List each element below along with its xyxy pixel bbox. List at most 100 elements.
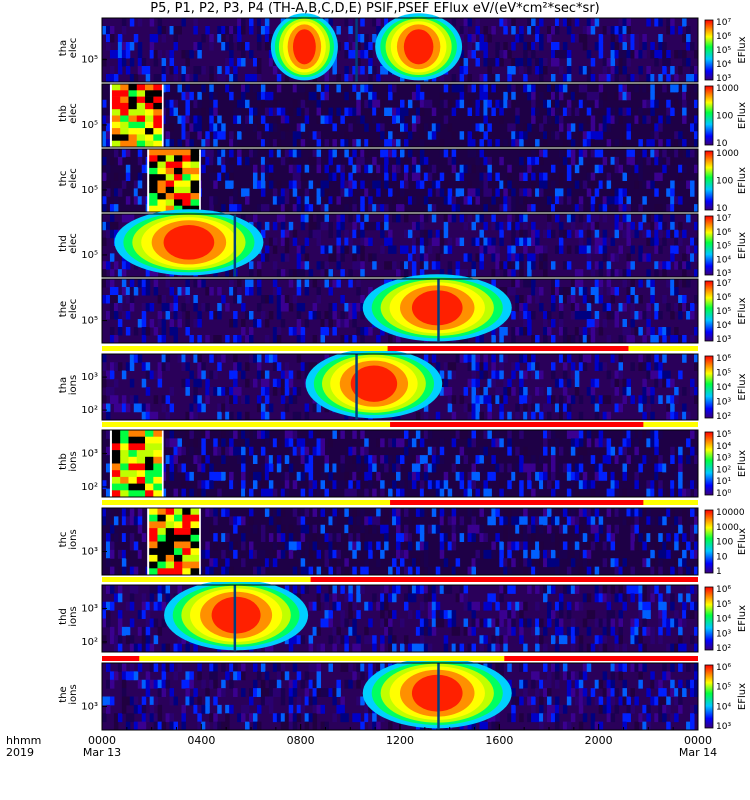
noise-cell (610, 541, 616, 551)
noise-cell (566, 26, 572, 35)
noise-cell (320, 188, 326, 197)
noise-cell (646, 430, 651, 439)
noise-cell (531, 18, 536, 27)
noise-cell (165, 279, 171, 288)
noise-cell (340, 455, 345, 464)
noise-cell (682, 139, 687, 148)
noise-cell (634, 516, 639, 526)
noise-cell (280, 549, 286, 559)
noise-cell (483, 84, 488, 93)
noise-cell (296, 287, 302, 296)
noise-cell (586, 107, 592, 116)
noise-cell (284, 387, 290, 396)
noise-cell (594, 378, 600, 388)
noise-cell (507, 18, 512, 27)
noise-cell (650, 488, 655, 498)
noise-cell (658, 480, 663, 490)
noise-cell (475, 18, 480, 27)
noise-cell (690, 480, 695, 490)
y-tick-label: 10⁵ (81, 185, 98, 196)
noise-cell (356, 287, 361, 296)
noise-cell (260, 164, 266, 174)
noise-cell (403, 446, 409, 456)
saturation-cell (136, 121, 146, 129)
noise-cell (495, 245, 500, 254)
noise-cell (495, 50, 500, 59)
noise-cell (507, 430, 512, 439)
noise-cell (256, 566, 262, 576)
noise-cell (574, 164, 580, 174)
colorbar-tick-label: 10⁵ (716, 242, 731, 252)
noise-cell (324, 549, 329, 559)
noise-cell (547, 558, 552, 568)
saturation-cell (145, 476, 154, 484)
noise-cell (328, 269, 333, 278)
noise-cell (682, 253, 687, 262)
noise-cell (205, 541, 210, 551)
noise-cell (658, 455, 663, 464)
noise-cell (102, 395, 107, 404)
noise-cell (209, 156, 214, 166)
noise-cell (229, 438, 234, 448)
noise-cell (650, 533, 655, 542)
noise-cell (352, 303, 357, 312)
noise-cell (205, 455, 210, 464)
noise-cell (237, 335, 242, 344)
noise-cell (113, 508, 119, 517)
noise-cell (598, 269, 604, 278)
noise-cell (288, 370, 294, 380)
noise-cell (459, 533, 465, 542)
noise-cell (296, 139, 302, 148)
noise-cell (272, 139, 278, 148)
noise-cell (272, 508, 278, 517)
noise-cell (380, 123, 385, 132)
noise-cell (554, 558, 560, 568)
noise-cell (372, 18, 377, 27)
noise-cell (105, 311, 111, 320)
saturation-cell (182, 199, 191, 206)
noise-cell (654, 245, 659, 254)
noise-cell (491, 455, 496, 464)
noise-cell (149, 34, 155, 43)
noise-cell (117, 362, 123, 371)
noise-cell (566, 164, 572, 174)
noise-cell (630, 149, 635, 158)
noise-cell (352, 139, 357, 148)
noise-cell (113, 221, 119, 231)
noise-cell (666, 107, 671, 116)
noise-cell (113, 635, 119, 645)
noise-cell (451, 196, 457, 205)
noise-cell (340, 295, 345, 304)
noise-cell (642, 115, 647, 124)
noise-cell (296, 172, 302, 181)
saturation-cell (136, 483, 146, 491)
noise-cell (566, 131, 572, 140)
noise-cell (618, 566, 624, 576)
noise-cell (388, 455, 393, 464)
noise-cell (626, 91, 631, 101)
noise-cell (511, 91, 516, 101)
noise-cell (396, 516, 401, 526)
noise-cell (332, 66, 337, 75)
noise-cell (511, 18, 516, 27)
noise-cell (344, 107, 349, 116)
noise-cell (475, 488, 480, 498)
noise-cell (284, 488, 290, 498)
noise-cell (630, 524, 635, 534)
noise-cell (622, 204, 627, 213)
noise-cell (332, 463, 337, 473)
noise-cell (455, 558, 461, 568)
noise-cell (209, 524, 214, 534)
noise-cell (415, 180, 421, 189)
noise-cell (658, 261, 663, 270)
noise-cell (113, 196, 119, 205)
noise-cell (539, 123, 544, 132)
noise-cell (670, 229, 675, 239)
noise-cell (384, 279, 389, 288)
noise-cell (121, 42, 127, 51)
noise-cell (558, 446, 564, 456)
noise-cell (666, 541, 671, 551)
noise-cell (547, 508, 552, 517)
noise-cell (153, 585, 159, 594)
noise-cell (535, 237, 540, 246)
